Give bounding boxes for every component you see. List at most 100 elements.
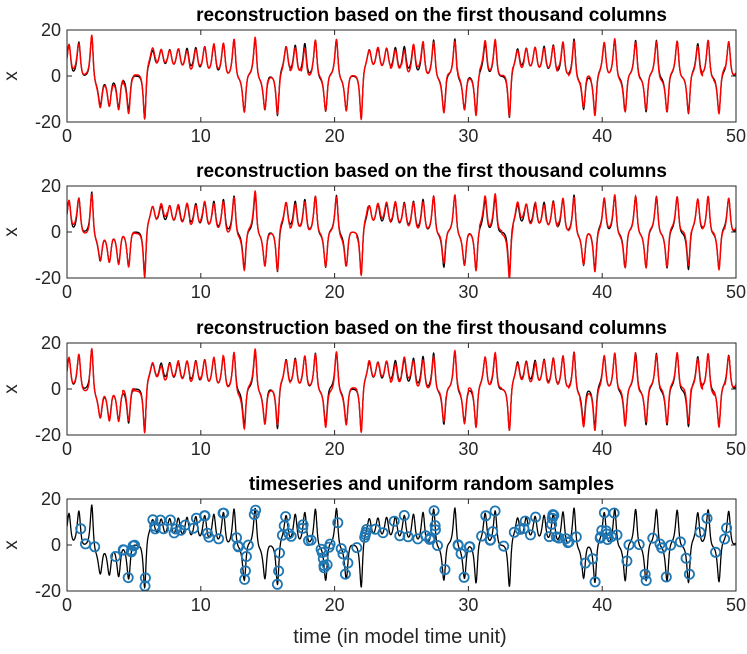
sample-point bbox=[683, 568, 695, 580]
x-tick-label: 30 bbox=[458, 126, 478, 146]
sample-point bbox=[489, 505, 501, 517]
y-axis-label: x bbox=[1, 227, 22, 237]
sample-point bbox=[187, 522, 199, 534]
x-axis-label: time (in model time unit) bbox=[293, 626, 506, 648]
panel-title: reconstruction based on the first thousa… bbox=[196, 318, 667, 339]
sample-point bbox=[429, 524, 441, 536]
sample-point bbox=[337, 548, 349, 560]
sample-point bbox=[458, 571, 470, 583]
sample-point bbox=[359, 529, 371, 541]
sample-point bbox=[647, 532, 659, 544]
sample-point bbox=[498, 540, 510, 552]
sample-point bbox=[110, 551, 122, 563]
y-tick-label: 0 bbox=[51, 379, 61, 399]
sample-point bbox=[570, 531, 582, 543]
series-timeseries bbox=[67, 190, 736, 276]
y-tick-label: -20 bbox=[35, 581, 61, 601]
sample-point bbox=[623, 539, 635, 551]
sample-point bbox=[428, 505, 440, 517]
plot-area bbox=[67, 347, 736, 434]
plot-area bbox=[67, 190, 736, 278]
x-tick-label: 20 bbox=[325, 126, 345, 146]
x-tick-label: 20 bbox=[325, 439, 345, 459]
sample-point bbox=[439, 564, 451, 576]
sample-point bbox=[665, 539, 677, 551]
sample-point bbox=[139, 572, 151, 584]
sample-point bbox=[579, 557, 591, 569]
sample-point bbox=[332, 517, 344, 529]
sample-point bbox=[273, 565, 285, 577]
x-tick-label: 30 bbox=[458, 282, 478, 302]
sample-point bbox=[710, 546, 722, 558]
y-tick-label: 0 bbox=[51, 66, 61, 86]
sample-point bbox=[548, 509, 560, 521]
plot-area bbox=[67, 34, 736, 121]
sample-point bbox=[611, 529, 623, 541]
panel-title: reconstruction based on the first thousa… bbox=[196, 161, 667, 182]
x-tick-label: 40 bbox=[592, 595, 612, 615]
sample-point bbox=[674, 536, 686, 548]
x-tick-label: 50 bbox=[726, 126, 746, 146]
x-tick-label: 30 bbox=[458, 439, 478, 459]
sample-point bbox=[519, 515, 531, 527]
x-tick-label: 50 bbox=[726, 595, 746, 615]
sample-point bbox=[351, 542, 363, 554]
sample-point bbox=[633, 539, 645, 551]
sample-point bbox=[122, 572, 134, 584]
sample-point bbox=[201, 527, 213, 539]
sample-point bbox=[621, 555, 633, 567]
sample-point bbox=[398, 509, 410, 521]
sample-point bbox=[149, 523, 161, 535]
sample-point bbox=[476, 530, 488, 542]
sample-point bbox=[280, 511, 292, 523]
panel-title: timeseries and uniform random samples bbox=[249, 474, 614, 495]
x-tick-label: 40 bbox=[592, 439, 612, 459]
sample-point bbox=[600, 525, 612, 537]
sample-point bbox=[431, 540, 443, 552]
sample-point bbox=[232, 540, 244, 552]
x-tick-label: 10 bbox=[191, 282, 211, 302]
sample-point bbox=[719, 533, 731, 545]
sample-point bbox=[217, 507, 229, 519]
sample-point bbox=[318, 560, 330, 572]
sample-point bbox=[680, 552, 692, 564]
sample-markers bbox=[75, 504, 733, 591]
sample-point bbox=[342, 557, 354, 569]
sample-point bbox=[464, 541, 476, 553]
sample-point bbox=[126, 544, 138, 556]
x-tick-label: 10 bbox=[191, 126, 211, 146]
sample-point bbox=[324, 538, 336, 550]
sample-point bbox=[168, 527, 180, 539]
sample-point bbox=[525, 529, 537, 541]
x-tick-label: 40 bbox=[592, 126, 612, 146]
sample-point bbox=[297, 519, 309, 531]
y-tick-label: 0 bbox=[51, 535, 61, 555]
sample-point bbox=[596, 525, 608, 537]
x-tick-label: 30 bbox=[458, 595, 478, 615]
sample-point bbox=[273, 547, 285, 559]
sample-point bbox=[608, 507, 620, 519]
sample-point bbox=[562, 537, 574, 549]
sample-point bbox=[508, 526, 520, 538]
sample-point bbox=[339, 568, 351, 580]
sample-point bbox=[553, 532, 565, 544]
sample-point bbox=[297, 522, 309, 534]
sample-point bbox=[271, 578, 283, 590]
x-tick-label: 40 bbox=[592, 282, 612, 302]
sample-point bbox=[701, 512, 713, 524]
sample-point bbox=[654, 538, 666, 550]
sample-point bbox=[429, 520, 441, 532]
x-tick-label: 10 bbox=[191, 595, 211, 615]
x-tick-label: 0 bbox=[62, 439, 72, 459]
x-tick-label: 0 bbox=[62, 126, 72, 146]
x-tick-label: 10 bbox=[191, 439, 211, 459]
sample-point bbox=[283, 528, 295, 540]
series-reconstruction bbox=[67, 34, 736, 121]
plot-area bbox=[67, 503, 736, 591]
sample-point bbox=[377, 527, 389, 539]
x-tick-label: 50 bbox=[726, 439, 746, 459]
